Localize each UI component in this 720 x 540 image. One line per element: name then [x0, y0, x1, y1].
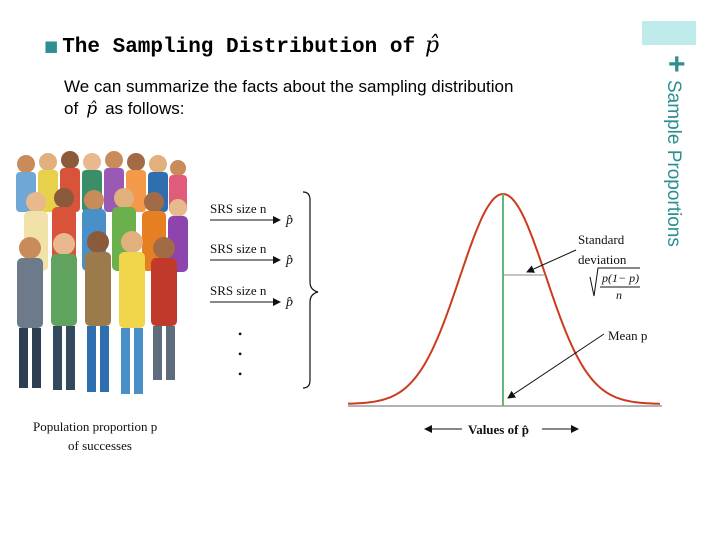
grouping-brace [302, 191, 319, 389]
sample-result-1: p̂ [285, 213, 293, 228]
title-symbol: p̂ [425, 33, 440, 58]
sd-label-line-2: deviation [578, 252, 627, 267]
sample-result-3: p̂ [285, 295, 293, 310]
ellipsis-dot-3: • [238, 367, 242, 381]
axis-label: Values of p̂ [468, 422, 529, 437]
mean-label: Mean p [608, 328, 647, 343]
intro-suffix: as follows: [105, 99, 185, 118]
sd-pointer-arrow [526, 249, 577, 273]
bullet-icon: ■ [44, 37, 59, 56]
plus-mark: + [668, 48, 686, 81]
intro-symbol: p̂ [86, 99, 98, 119]
title-text: The Sampling Distribution of [62, 36, 416, 59]
crowd-front-row [17, 231, 177, 394]
sample-result-2: p̂ [285, 253, 293, 268]
sample-row-2: SRS size n p̂ [210, 241, 293, 268]
sd-label-line-1: Standard [578, 232, 625, 247]
ellipsis-dot-1: • [238, 327, 242, 341]
sample-label-1: SRS size n [210, 201, 267, 216]
sample-row-3: SRS size n p̂ [210, 283, 293, 310]
intro-prefix: of [64, 99, 79, 118]
intro-text: We can summarize the facts about the sam… [64, 76, 604, 120]
sample-row-1: SRS size n p̂ [210, 201, 293, 228]
accent-bar [642, 21, 696, 45]
slide-title: ■ The Sampling Distribution of p̂ [44, 33, 439, 59]
ellipsis-dot-2: • [238, 347, 242, 361]
population-label-line-2: of successes [68, 438, 132, 453]
sd-formula-denominator: n [616, 288, 622, 302]
population-crowd-illustration [16, 151, 188, 394]
sample-label-2: SRS size n [210, 241, 267, 256]
intro-line-2: of p̂ as follows: [64, 98, 604, 120]
ellipsis-dots: • • • [238, 327, 242, 381]
population-label-line-1: Population proportion p [33, 419, 157, 434]
mean-pointer-arrow [507, 333, 605, 399]
sqrt-sign [589, 267, 640, 297]
intro-line-1: We can summarize the facts about the sam… [64, 77, 514, 96]
sample-label-3: SRS size n [210, 283, 267, 298]
sd-formula-numerator: p(1− p) [601, 271, 639, 285]
